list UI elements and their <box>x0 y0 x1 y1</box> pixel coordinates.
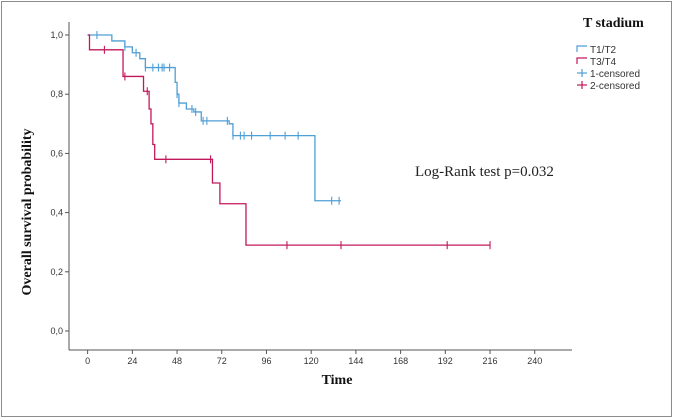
y-axis-title: Overall survival probability <box>20 129 35 296</box>
legend-item: 1-censored <box>577 69 640 80</box>
x-axis-ticks: 0 24 48 72 96 120 144 168 192 216 240 <box>85 350 542 366</box>
y-tick-label: 0,4 <box>50 208 63 218</box>
x-tick-label: 192 <box>438 356 453 366</box>
y-tick-label: 0,0 <box>50 326 63 336</box>
y-tick-label: 0,2 <box>50 267 63 277</box>
legend-label: T3/T4 <box>590 57 617 68</box>
legend-item: T1/T2 <box>576 45 617 56</box>
x-tick-label: 0 <box>85 356 90 366</box>
legend-item: T3/T4 <box>576 57 617 68</box>
legend-label: 2-censored <box>590 81 640 92</box>
series-2 <box>87 34 491 250</box>
y-axis-ticks: 0,0 0,2 0,4 0,6 0,8 1,0 <box>50 30 69 336</box>
axes <box>68 22 572 351</box>
legend-line-swatch <box>576 57 587 64</box>
survival-curve <box>87 34 491 246</box>
x-tick-label: 48 <box>172 356 182 366</box>
x-tick-label: 24 <box>127 356 137 366</box>
y-tick-label: 1,0 <box>50 30 63 40</box>
x-tick-label: 168 <box>393 356 408 366</box>
x-tick-label: 240 <box>527 356 542 366</box>
y-tick-label: 0,8 <box>50 89 63 99</box>
x-tick-label: 72 <box>217 356 227 366</box>
x-axis-title: Time <box>322 373 353 388</box>
series-1 <box>87 31 341 205</box>
legend-label: 1-censored <box>590 69 640 80</box>
x-tick-label: 120 <box>304 356 319 366</box>
series-layer <box>87 31 491 250</box>
x-tick-label: 144 <box>348 356 363 366</box>
x-tick-label: 96 <box>261 356 271 366</box>
x-tick-label: 216 <box>483 356 498 366</box>
legend-title: T stadium <box>583 16 644 31</box>
legend-line-swatch <box>576 45 587 52</box>
log-rank-annotation: Log-Rank test p=0.032 <box>415 164 554 180</box>
legend-label: T1/T2 <box>590 45 617 56</box>
survival-curve <box>87 34 341 202</box>
y-tick-label: 0,6 <box>50 148 63 158</box>
legend-item: 2-censored <box>577 81 640 92</box>
